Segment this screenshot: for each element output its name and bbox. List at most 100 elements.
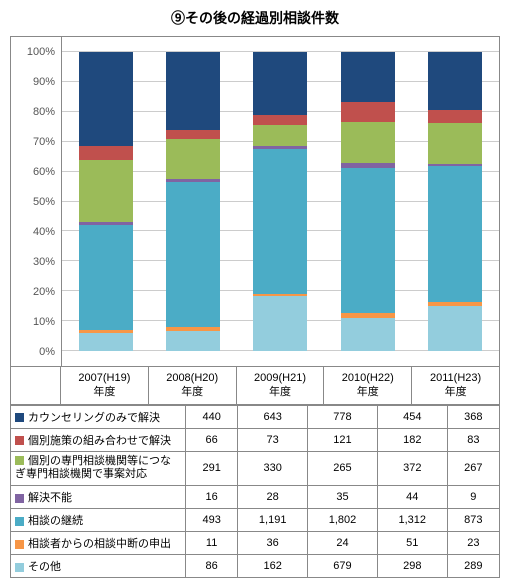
data-cell: 16 — [186, 486, 238, 509]
x-axis-spacer — [11, 367, 61, 404]
legend-cell: カウンセリングのみで解決 — [11, 405, 186, 428]
legend-label: 相談の継続 — [28, 515, 83, 527]
data-cell: 368 — [447, 405, 499, 428]
data-cell: 440 — [186, 405, 238, 428]
bar-segment — [79, 160, 133, 222]
data-cell: 1,312 — [377, 509, 447, 532]
y-tick-label: 80% — [33, 106, 55, 118]
legend-swatch — [15, 413, 24, 422]
data-cell: 454 — [377, 405, 447, 428]
data-cell: 873 — [447, 509, 499, 532]
legend-swatch — [15, 540, 24, 549]
bar — [166, 52, 220, 351]
bar-segment — [166, 182, 220, 327]
y-axis: 0% 10% 20% 30% 40% 50% 60% 70% 80% 90% 100% — [11, 37, 61, 366]
data-cell: 330 — [238, 451, 308, 486]
bar-segment — [341, 318, 395, 351]
data-cell: 23 — [447, 532, 499, 555]
legend-cell: 個別施策の組み合わせで解決 — [11, 428, 186, 451]
y-tick-label: 30% — [33, 256, 55, 268]
table-row: 解決不能162835449 — [11, 486, 500, 509]
legend-label: 解決不能 — [28, 492, 72, 504]
data-cell: 778 — [308, 405, 378, 428]
legend-swatch — [15, 436, 24, 445]
data-cell: 86 — [186, 555, 238, 578]
data-cell: 35 — [308, 486, 378, 509]
bar-segment — [253, 52, 307, 115]
bar-segment — [341, 102, 395, 122]
legend-swatch — [15, 517, 24, 526]
bar — [253, 52, 307, 351]
legend-label: 相談者からの相談中断の申出 — [28, 538, 171, 550]
y-tick-label: 60% — [33, 166, 55, 178]
data-cell: 121 — [308, 428, 378, 451]
bar-segment — [428, 306, 482, 351]
table-row: 個別施策の組み合わせで解決667312118283 — [11, 428, 500, 451]
bar — [428, 52, 482, 351]
bar-segment — [166, 130, 220, 139]
data-cell: 36 — [238, 532, 308, 555]
y-tick-label: 90% — [33, 76, 55, 88]
table-row: その他86162679298289 — [11, 555, 500, 578]
data-cell: 66 — [186, 428, 238, 451]
data-cell: 298 — [377, 555, 447, 578]
y-tick-label: 10% — [33, 316, 55, 328]
data-cell: 24 — [308, 532, 378, 555]
bar-segment — [341, 168, 395, 313]
x-tick-label: 2011(H23)年度 — [412, 367, 499, 404]
table-row: 個別の専門相談機関等につなぎ専門相談機関で事案対応291330265372267 — [11, 451, 500, 486]
bar-segment — [253, 149, 307, 294]
x-tick-label: 2009(H21)年度 — [237, 367, 325, 404]
legend-label: 個別施策の組み合わせで解決 — [28, 435, 171, 447]
bar-segment — [166, 139, 220, 179]
x-axis-row: 2007(H19)年度2008(H20)年度2009(H21)年度2010(H2… — [10, 366, 500, 405]
y-tick-label: 70% — [33, 136, 55, 148]
table-row: カウンセリングのみで解決 440643778454368 — [11, 405, 500, 428]
bar-segment — [79, 52, 133, 146]
legend-label: カウンセリングのみで解決 — [28, 412, 160, 424]
legend-cell: 相談の継続 — [11, 509, 186, 532]
bar-segment — [428, 123, 482, 165]
data-cell: 289 — [447, 555, 499, 578]
data-cell: 679 — [308, 555, 378, 578]
data-cell: 643 — [238, 405, 308, 428]
legend-cell: その他 — [11, 555, 186, 578]
legend-label: 個別の専門相談機関等につなぎ専門相談機関で事案対応 — [15, 455, 171, 481]
legend-cell: 相談者からの相談中断の申出 — [11, 532, 186, 555]
bar-segment — [253, 125, 307, 146]
data-cell: 267 — [447, 451, 499, 486]
bar-segment — [341, 122, 395, 163]
bar-segment — [79, 146, 133, 160]
data-cell: 28 — [238, 486, 308, 509]
bar-segment — [428, 166, 482, 303]
data-cell: 9 — [447, 486, 499, 509]
data-cell: 493 — [186, 509, 238, 532]
legend-cell: 解決不能 — [11, 486, 186, 509]
legend-swatch — [15, 563, 24, 572]
data-cell: 11 — [186, 532, 238, 555]
bar-segment — [253, 296, 307, 351]
y-tick-label: 40% — [33, 226, 55, 238]
x-tick-label: 2008(H20)年度 — [149, 367, 237, 404]
plot-area — [61, 37, 499, 366]
y-tick-label: 100% — [27, 46, 55, 58]
data-cell: 51 — [377, 532, 447, 555]
bar-segment — [79, 333, 133, 351]
x-tick-label: 2007(H19)年度 — [61, 367, 149, 404]
y-tick-label: 50% — [33, 196, 55, 208]
table-row: 相談の継続 4931,1911,8021,312873 — [11, 509, 500, 532]
bar-segment — [341, 52, 395, 102]
bar-segment — [79, 225, 133, 330]
data-cell: 291 — [186, 451, 238, 486]
data-cell: 182 — [377, 428, 447, 451]
data-cell: 1,802 — [308, 509, 378, 532]
bar-segment — [166, 331, 220, 351]
y-tick-label: 20% — [33, 286, 55, 298]
bar-segment — [428, 52, 482, 110]
bars — [62, 52, 499, 351]
y-tick-label: 0% — [39, 346, 55, 358]
chart-title: ⑨その後の経過別相談件数 — [10, 8, 500, 28]
data-cell: 265 — [308, 451, 378, 486]
bar-segment — [253, 115, 307, 125]
data-cell: 1,191 — [238, 509, 308, 532]
